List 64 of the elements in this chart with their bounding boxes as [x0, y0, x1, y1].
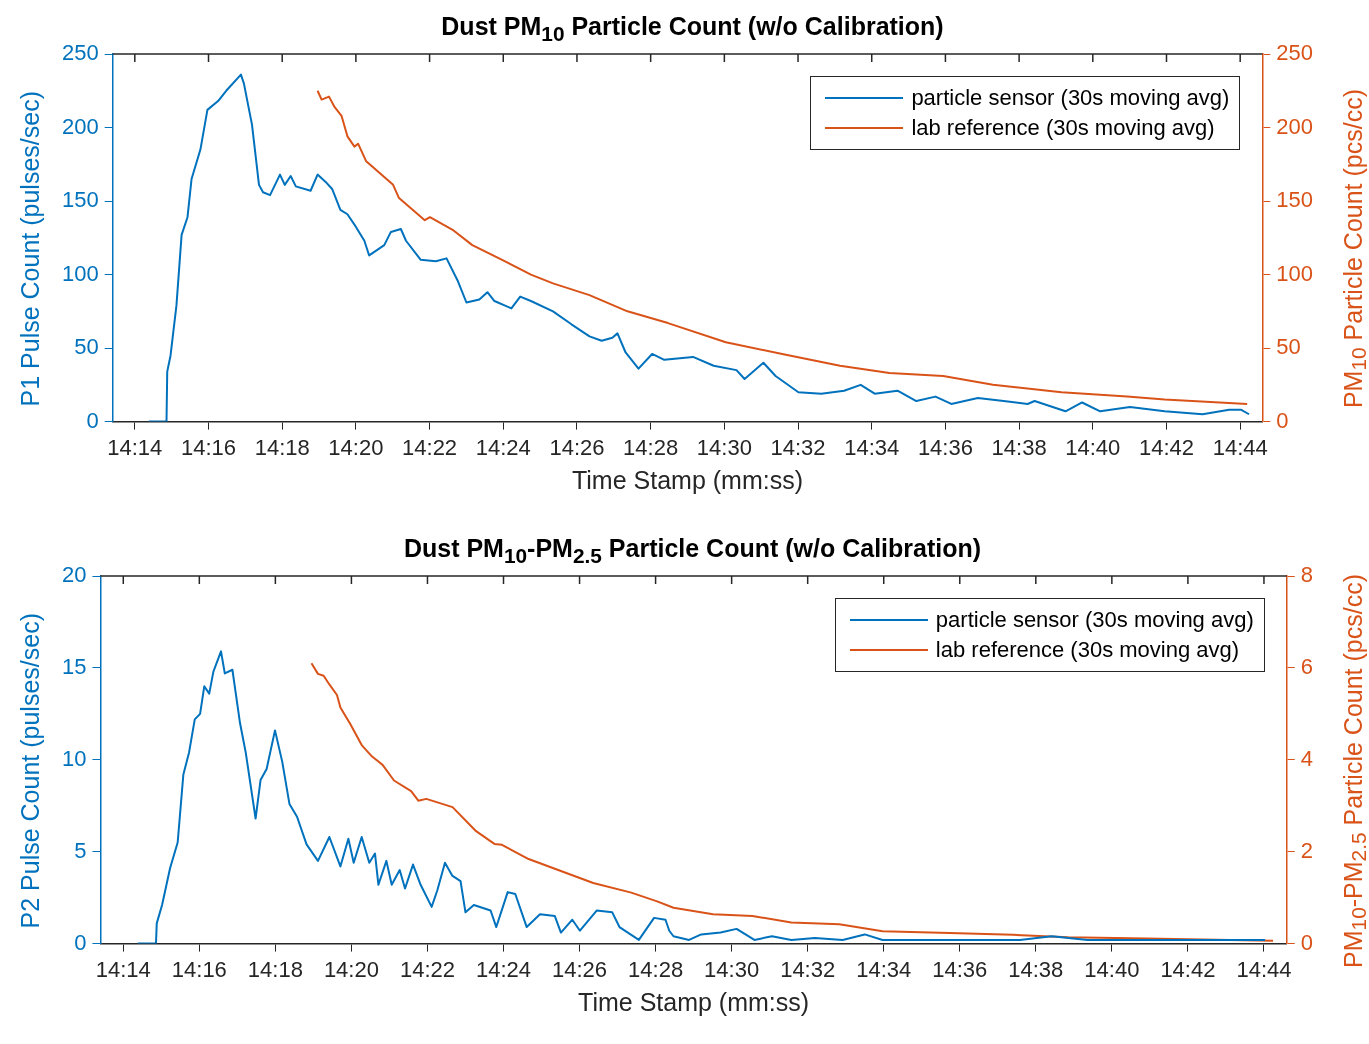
- x-tick-label: 14:16: [180, 434, 237, 460]
- y-tick-label: 10: [61, 745, 87, 771]
- x-tick-label: 14:18: [247, 956, 303, 982]
- x-tick-label: 14:24: [475, 434, 531, 460]
- x-tick-label: 14:30: [696, 434, 752, 460]
- chart-title: Dust PM$_{10}$ Particle Count (w/o Calibration): [441, 12, 944, 45]
- x-tick-label: 14:34: [844, 434, 900, 460]
- y-tick-label: 20: [61, 562, 87, 588]
- x-tick-label: 14:36: [917, 434, 973, 460]
- legend-label: lab reference (30s moving avg): [911, 114, 1215, 142]
- x-tick-label: 14:34: [856, 956, 912, 982]
- x-tick-label: 14:22: [399, 956, 455, 982]
- y2-tick-label: 4: [1300, 745, 1314, 771]
- y-tick-label: 200: [61, 113, 99, 139]
- y2-tick-label: 100: [1276, 260, 1314, 286]
- x-tick-label: 14:16: [171, 956, 227, 982]
- x-tick-label: 14:22: [402, 434, 458, 460]
- x-tick-label: 14:14: [95, 956, 151, 982]
- y2-tick-label: 250: [1276, 40, 1314, 66]
- x-tick-label: 14:28: [628, 956, 684, 982]
- y2-tick-label: 200: [1276, 113, 1314, 139]
- y-tick-label: 50: [74, 334, 99, 360]
- x-tick-label: 14:20: [328, 434, 384, 460]
- legend-label: particle sensor (30s moving avg): [935, 606, 1254, 634]
- y-tick-label: 15: [61, 653, 87, 679]
- x-tick-label: 14:30: [704, 956, 760, 982]
- x-tick-label: 14:44: [1212, 434, 1268, 460]
- legend-label: lab reference (30s moving avg): [935, 636, 1240, 664]
- y-tick-label: 100: [61, 260, 99, 286]
- x-tick-label: 14:38: [1008, 956, 1064, 982]
- y-tick-label: 0: [86, 407, 99, 433]
- legend-label: particle sensor (30s moving avg): [911, 84, 1230, 112]
- x-tick-label: 14:42: [1138, 434, 1195, 460]
- y-tick-label: 5: [74, 837, 87, 863]
- x-tick-label: 14:26: [549, 434, 605, 460]
- x-tick-label: 14:32: [780, 956, 836, 982]
- x-tick-label: 14:40: [1084, 956, 1140, 982]
- x-tick-label: 14:28: [623, 434, 679, 460]
- x-tick-label: 14:38: [991, 434, 1047, 460]
- y2-tick-label: 0: [1276, 407, 1289, 433]
- x-tick-label: 14:14: [107, 434, 163, 460]
- x-tick-label: 14:26: [552, 956, 608, 982]
- y-tick-label: 250: [61, 40, 99, 66]
- x-tick-label: 14:42: [1160, 956, 1216, 982]
- x-tick-label: 14:18: [254, 434, 310, 460]
- x-tick-label: 14:44: [1236, 956, 1292, 982]
- x-axis-title: Time Stamp (mm:ss): [577, 987, 811, 1017]
- x-tick-label: 14:40: [1065, 434, 1121, 460]
- y2-tick-label: 2: [1300, 837, 1314, 863]
- y-axis-title: P1 Pulse Count (pulses/sec): [15, 91, 45, 407]
- y2-tick-label: 50: [1276, 334, 1301, 360]
- y2-tick-label: 150: [1276, 187, 1314, 213]
- x-tick-label: 14:32: [770, 434, 826, 460]
- y2-tick-label: 0: [1300, 929, 1314, 955]
- y-axis-title: P2 Pulse Count (pulses/sec): [15, 613, 45, 929]
- y-tick-label: 0: [74, 929, 87, 955]
- x-tick-label: 14:24: [475, 956, 532, 982]
- y2-tick-label: 6: [1300, 653, 1314, 679]
- y-tick-label: 150: [61, 187, 99, 213]
- x-tick-label: 14:20: [323, 956, 379, 982]
- chart-title: Dust PM$_{10}$-PM$_{2.5}$ Particle Count (w/o Calibration): [403, 534, 982, 567]
- y2-tick-label: 8: [1300, 562, 1314, 588]
- x-tick-label: 14:36: [932, 956, 988, 982]
- x-axis-title: Time Stamp (mm:ss): [570, 465, 804, 495]
